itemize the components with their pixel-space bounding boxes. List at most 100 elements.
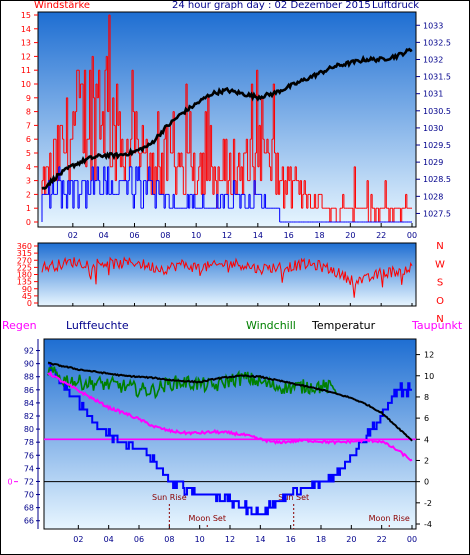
x-tick-label: 12 — [225, 535, 235, 544]
direction-tick-label: 225 — [17, 263, 32, 272]
pressure-tick-label: 1030.5 — [423, 107, 451, 116]
x-tick-label: 08 — [164, 535, 174, 544]
pressure-tick-label: 1028.5 — [423, 175, 451, 184]
direction-tick-label: 0 — [27, 299, 32, 308]
temp-tick-label: 8 — [424, 393, 429, 402]
temp-tick-label: -4 — [424, 520, 432, 529]
x-tick-label: 22 — [376, 231, 386, 240]
humidity-tick-label: 72 — [24, 477, 34, 486]
humidity-tick-label: 80 — [24, 425, 34, 434]
direction-tick-label: 270 — [17, 256, 32, 265]
x-tick-label: 04 — [99, 231, 109, 240]
legend-dewpoint: Taupunkt — [412, 319, 463, 332]
x-tick-label: 04 — [104, 535, 114, 544]
wind-tick-label: 10 — [21, 80, 31, 89]
wind-tick-label: 7 — [26, 121, 31, 130]
temp-tick-label: 2 — [424, 456, 429, 465]
x-tick-label: 02 — [68, 231, 78, 240]
x-tick-label: 06 — [134, 535, 144, 544]
x-tick-label: 12 — [222, 231, 232, 240]
x-tick-label: 02 — [73, 535, 83, 544]
legend-humidity: Luftfeuchte — [66, 319, 129, 332]
wind-tick-label: 13 — [21, 39, 31, 48]
wind-tick-label: 4 — [26, 163, 31, 172]
direction-tick-label: 90 — [22, 285, 32, 294]
humidity-tick-label: 84 — [24, 399, 34, 408]
compass-label: S — [437, 278, 443, 289]
pressure-tick-label: 1027.5 — [423, 209, 451, 218]
x-tick-label: 14 — [253, 231, 263, 240]
direction-tick-label: 135 — [17, 278, 32, 287]
rain-tick-label: 0 — [7, 478, 12, 487]
wind-tick-label: 5 — [26, 149, 31, 158]
direction-line — [41, 256, 413, 298]
wind-axis-title: Windstärke — [34, 0, 91, 11]
wind-tick-label: 11 — [21, 66, 31, 75]
wind-tick-label: 15 — [21, 11, 31, 20]
humidity-tick-label: 90 — [24, 360, 34, 369]
pressure-tick-label: 1033 — [423, 21, 443, 30]
gust-series — [41, 166, 413, 223]
pressure-tick-label: 1031 — [423, 90, 443, 99]
astro-label: Sun Set — [278, 493, 309, 502]
direction-plot-area — [37, 242, 417, 307]
wind-tick-label: 0 — [26, 218, 31, 227]
x-tick-label: 18 — [314, 231, 324, 240]
x-tick-label: 16 — [284, 231, 294, 240]
temp-tick-label: 10 — [424, 372, 434, 381]
x-tick-label: 14 — [255, 535, 265, 544]
humidity-tick-label: 74 — [24, 464, 34, 473]
pressure-tick-label: 1029 — [423, 158, 443, 167]
humidity-tick-label: 92 — [24, 347, 34, 356]
pressure-line — [41, 47, 413, 190]
x-tick-label: 22 — [377, 535, 387, 544]
compass-label: N — [436, 241, 443, 252]
pressure-tick-label: 1029.5 — [423, 141, 451, 150]
astro-label: Moon Set — [189, 514, 226, 523]
legend-rain: Regen — [2, 319, 37, 332]
x-tick-label: 10 — [191, 231, 201, 240]
humidity-tick-label: 78 — [24, 438, 34, 447]
dewpoint-line — [47, 370, 413, 462]
wind-tick-label: 8 — [26, 108, 31, 117]
x-tick-label: 10 — [195, 535, 205, 544]
pressure-tick-label: 1028 — [423, 192, 443, 201]
wind-tick-label: 6 — [26, 135, 31, 144]
wind-tick-label: 3 — [26, 177, 31, 186]
compass-label: O — [436, 296, 444, 307]
x-tick-label: 16 — [286, 535, 296, 544]
direction-tick-label: 360 — [17, 242, 32, 251]
legend-temperature: Temperatur — [312, 319, 376, 332]
x-tick-label: 20 — [345, 231, 355, 240]
windchill-line — [47, 365, 337, 400]
wind-tick-label: 2 — [26, 190, 31, 199]
x-tick-label: 00 — [407, 535, 417, 544]
wind-tick-label: 14 — [21, 25, 31, 34]
pressure-tick-label: 1032 — [423, 55, 443, 64]
temp-tick-label: 12 — [424, 351, 434, 360]
x-tick-label: 20 — [346, 535, 356, 544]
wind-tick-label: 12 — [21, 52, 31, 61]
temp-tick-label: -2 — [424, 499, 432, 508]
compass-label: W — [435, 259, 445, 270]
x-tick-label: 06 — [129, 231, 139, 240]
temperature-line — [47, 361, 413, 442]
pressure-tick-label: 1030 — [423, 124, 443, 133]
humidity-tick-label: 82 — [24, 412, 34, 421]
x-tick-label: 00 — [407, 231, 417, 240]
pressure-axis-title: Luftdruck — [372, 0, 420, 11]
chart-title: 24 hour graph day : 02 Dezember 2015 — [172, 0, 371, 11]
humidity-tick-label: 68 — [24, 504, 34, 513]
humidity-tick-label: 70 — [24, 491, 34, 500]
temp-tick-label: 6 — [424, 414, 429, 423]
pressure-tick-label: 1031.5 — [423, 73, 451, 82]
temp-tick-label: 0 — [424, 478, 429, 487]
pressure-tick-label: 1032.5 — [423, 38, 451, 47]
wind-tick-label: 9 — [26, 94, 31, 103]
humidity-tick-label: 88 — [24, 373, 34, 382]
humidity-line — [48, 362, 412, 516]
compass-label: N — [436, 314, 443, 325]
x-tick-label: 08 — [160, 231, 170, 240]
astro-label: Moon Rise — [369, 514, 410, 523]
